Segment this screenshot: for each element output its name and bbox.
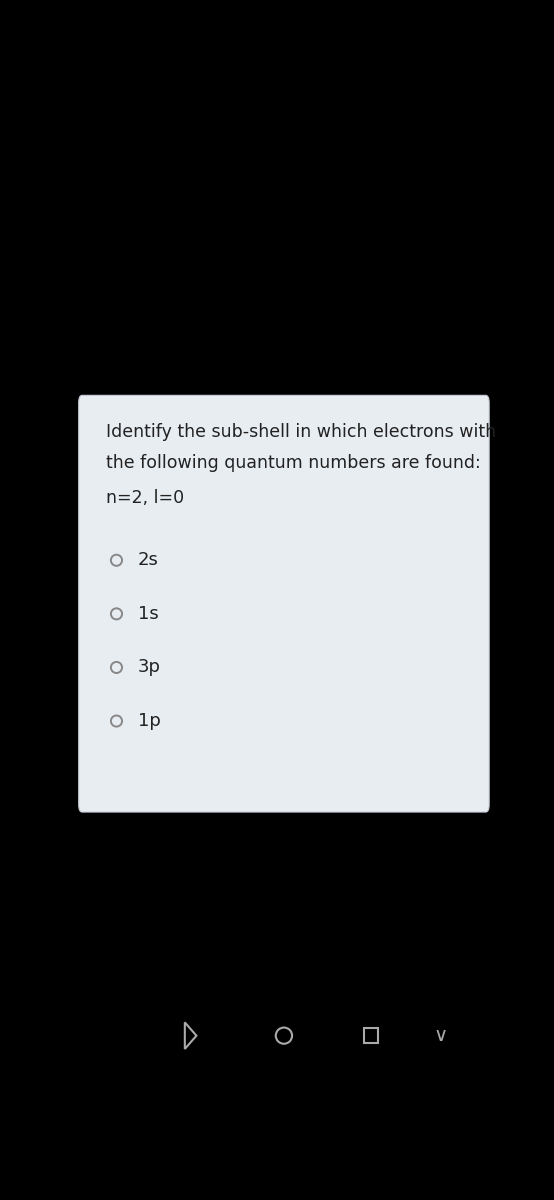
Text: ∨: ∨ bbox=[434, 1026, 448, 1045]
Text: 1s: 1s bbox=[138, 605, 158, 623]
Text: Identify the sub-shell in which electrons with: Identify the sub-shell in which electron… bbox=[106, 424, 496, 442]
Text: 1p: 1p bbox=[138, 712, 161, 730]
Text: the following quantum numbers are found:: the following quantum numbers are found: bbox=[106, 454, 480, 472]
FancyBboxPatch shape bbox=[79, 395, 489, 812]
Text: 3p: 3p bbox=[138, 659, 161, 677]
Text: n=2, l=0: n=2, l=0 bbox=[106, 488, 184, 506]
Text: 2s: 2s bbox=[138, 551, 159, 569]
